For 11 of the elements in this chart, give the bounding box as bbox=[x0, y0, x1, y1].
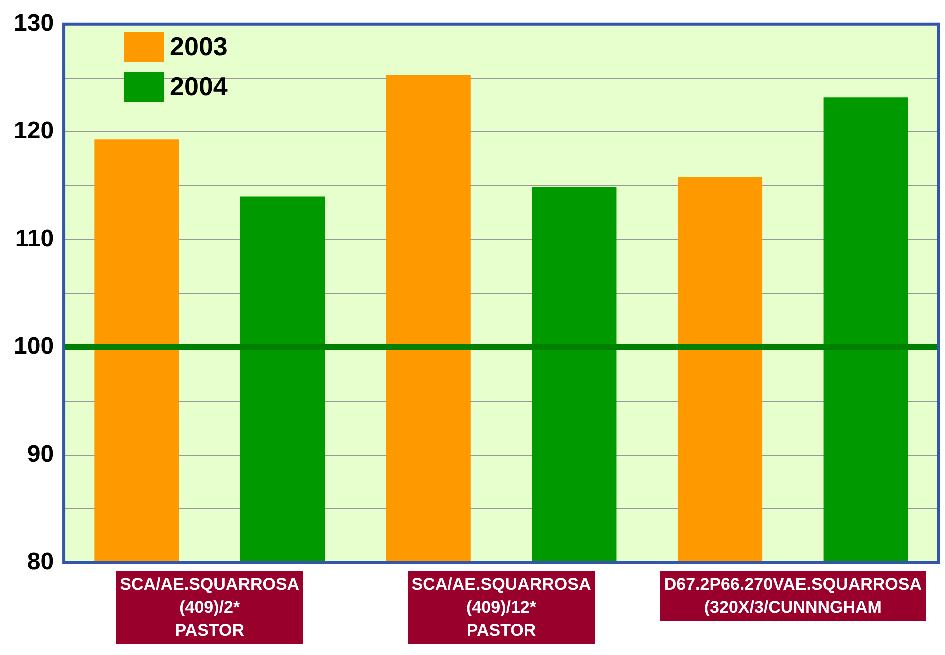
y-tick-label: 130 bbox=[14, 10, 54, 38]
y-tick-label: 100 bbox=[14, 333, 54, 360]
x-tick-label: D67.2P66.270VAE.SQUARROSA (320X/3/CUNNNGHAM bbox=[660, 571, 926, 621]
legend-label: 2004 bbox=[170, 72, 228, 102]
y-tick-label: 110 bbox=[15, 225, 54, 252]
x-tick-label: SCA/AE.SQUARROSA (409)/2* PASTOR bbox=[116, 571, 304, 644]
y-tick-label: 80 bbox=[27, 548, 54, 576]
y-tick-label: 120 bbox=[14, 118, 54, 145]
legend-label: 2003 bbox=[170, 32, 228, 62]
y-tick-label: 90 bbox=[27, 440, 54, 468]
x-tick-label: SCA/AE.SQUARROSA (409)/12* PASTOR bbox=[408, 571, 596, 644]
